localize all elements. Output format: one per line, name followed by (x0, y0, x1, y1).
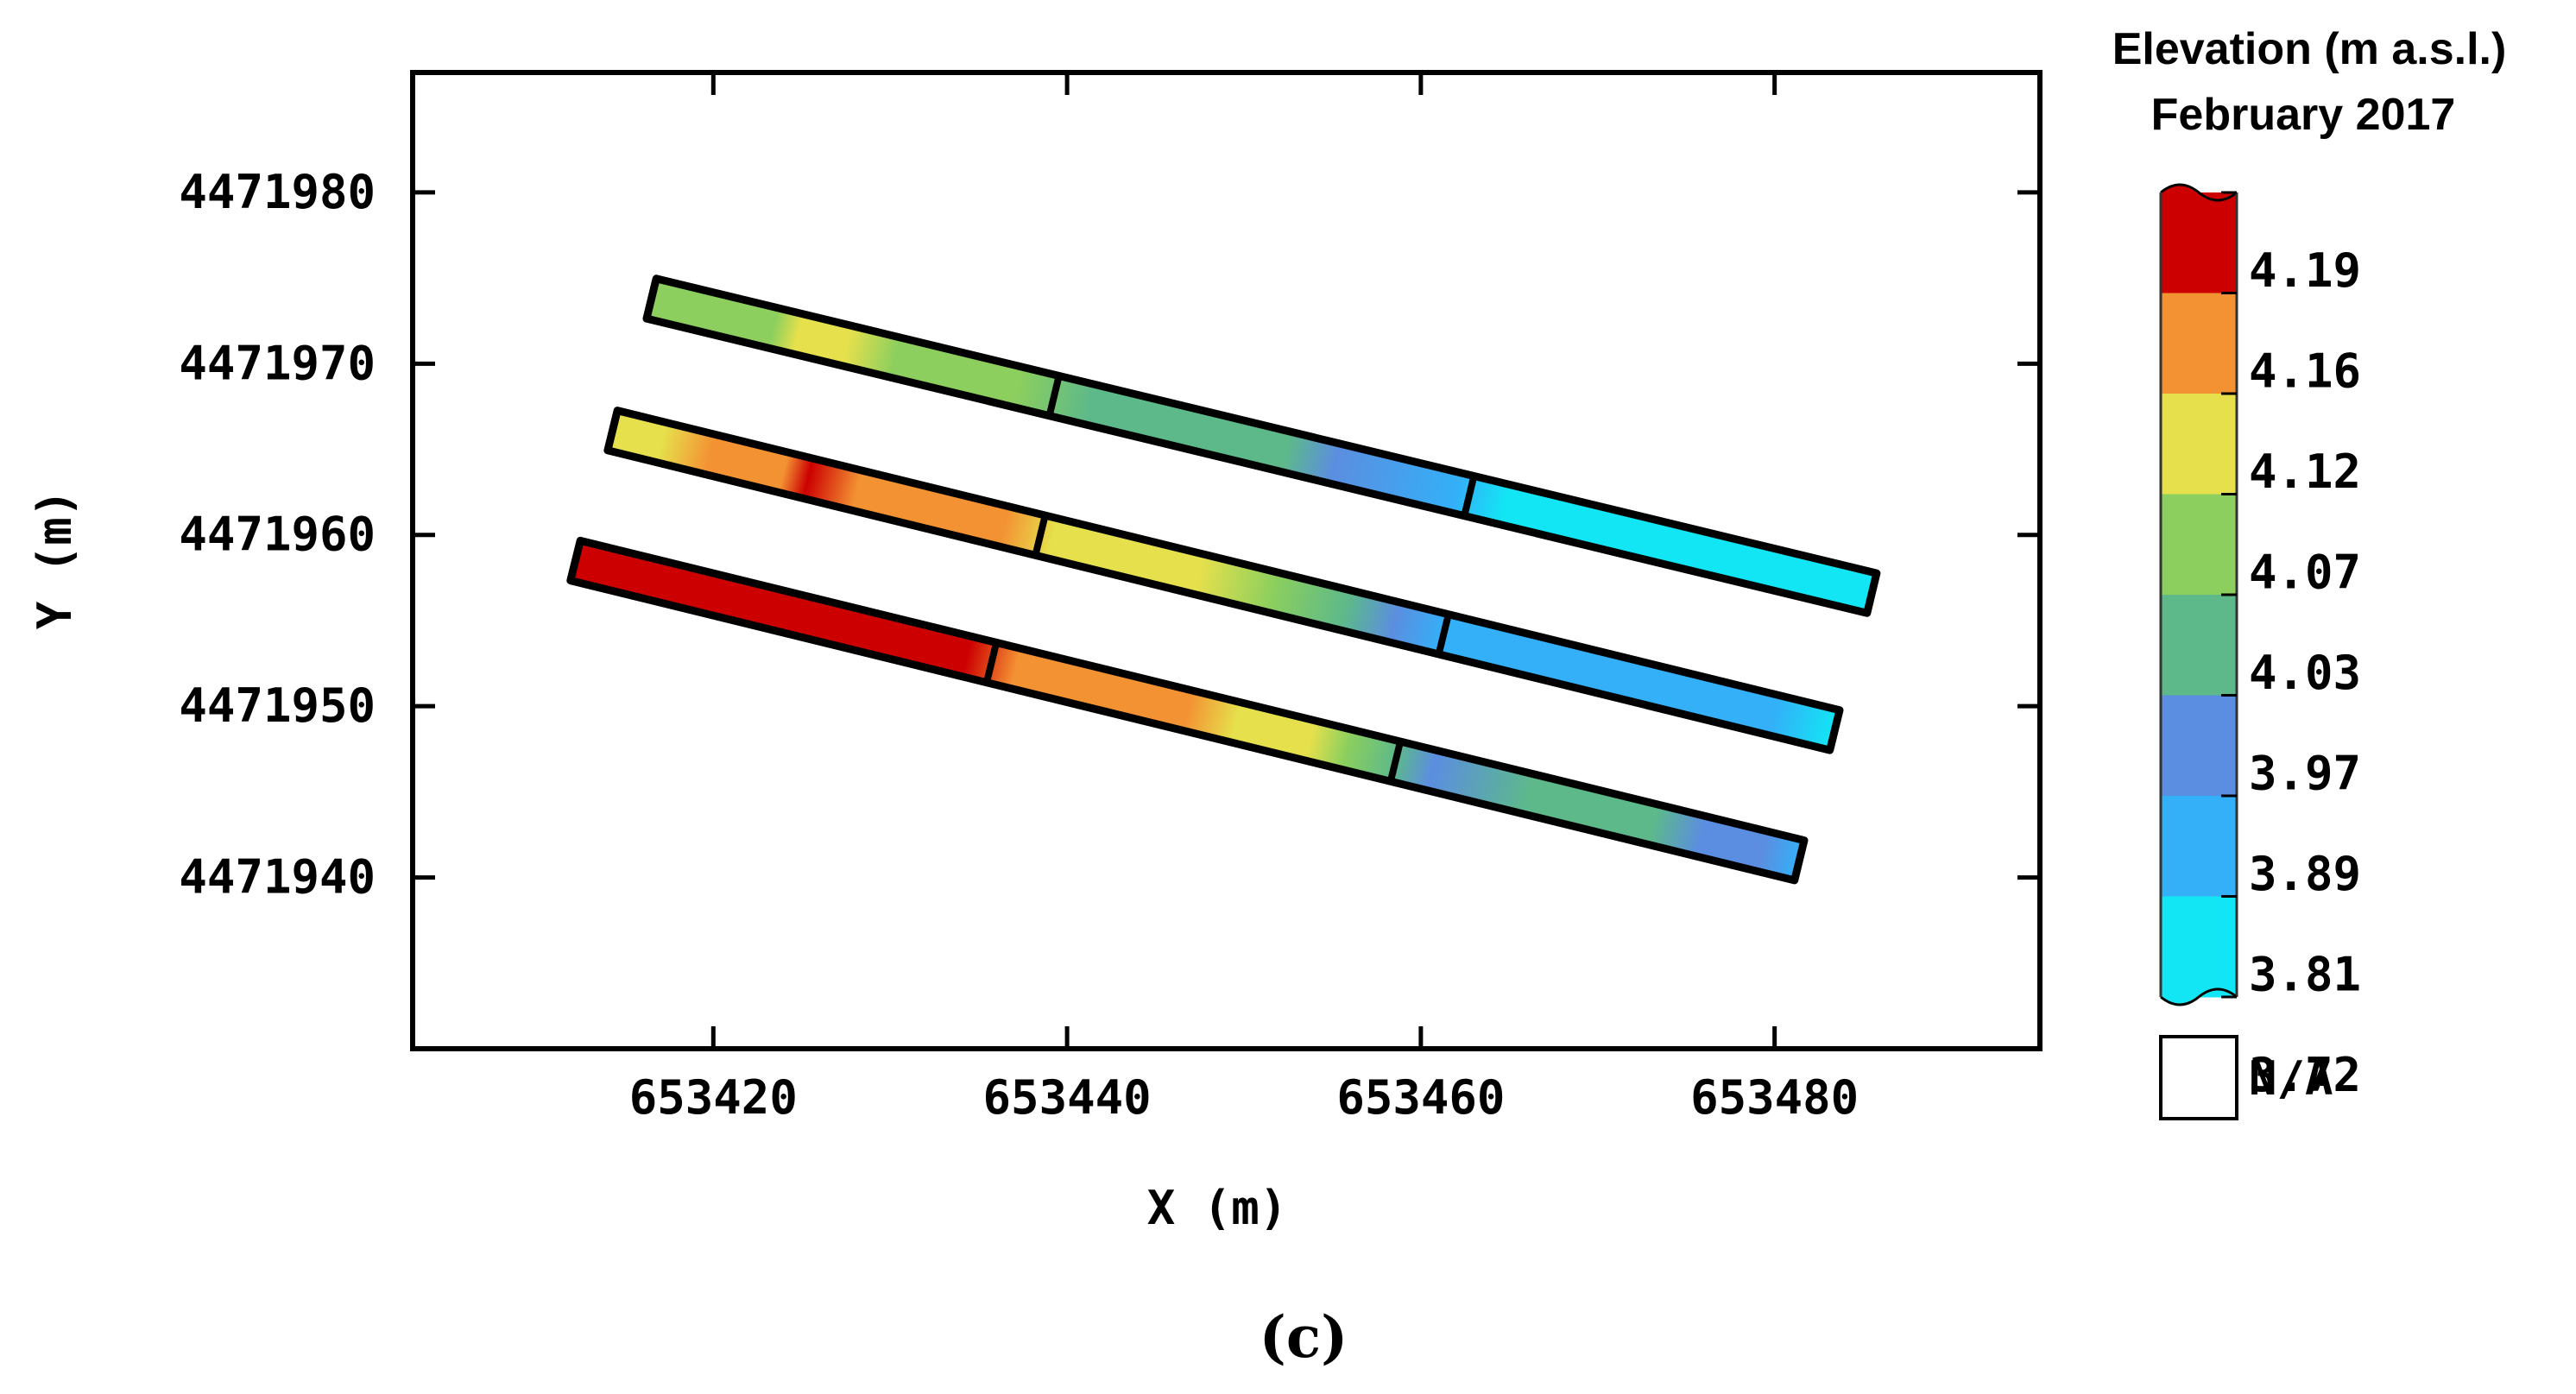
strip-divider (1032, 514, 1049, 557)
colorbar-label: 3.89 (2249, 847, 2361, 901)
colorbar-segment (2161, 796, 2237, 897)
colorbar-title-line2: February 2017 (2151, 90, 2456, 140)
colorbar-label: 4.12 (2249, 445, 2361, 499)
colorbar-segment (2161, 394, 2237, 495)
strip-divider (983, 641, 1001, 684)
y-tick-label: 4471980 (179, 165, 376, 219)
colorbar-segment (2161, 896, 2237, 998)
colorbar-segment (2161, 192, 2237, 293)
strip-divider (1045, 375, 1063, 417)
colorbar-top-cap (2160, 183, 2238, 202)
na-label: N/A (2249, 1051, 2333, 1106)
y-axis-ticks: 4471940 4471950 4471960 4471970 4471980 (179, 165, 2040, 905)
strips-layer (566, 274, 1881, 885)
colorbar-bottom-cap (2160, 987, 2238, 1006)
x-tick-label: 653480 (1690, 1070, 1859, 1125)
na-swatch (2159, 1035, 2238, 1120)
colorbar-label: 3.97 (2249, 747, 2361, 801)
colorbar-segment (2161, 494, 2237, 596)
strip-divider (1461, 475, 1478, 517)
y-tick-label: 4471950 (179, 678, 376, 733)
x-tick-label: 653420 (629, 1070, 798, 1125)
strip-south (566, 536, 1809, 885)
colorbar-label: 4.03 (2249, 646, 2361, 700)
strip-divider (1435, 613, 1452, 655)
colorbar-segment (2161, 695, 2237, 797)
strip-divider (1386, 741, 1405, 783)
colorbar-segment (2161, 595, 2237, 696)
colorbar-title-line1: Elevation (m a.s.l.) (2112, 24, 2507, 74)
x-axis-ticks: 653420 653440 653460 653480 (629, 73, 1859, 1125)
colorbar-label: 4.07 (2249, 546, 2361, 600)
colorbar: 4.19 4.16 4.12 4.07 4.03 3.97 3.89 3.81 3.72 (2159, 183, 2361, 1102)
x-tick-label: 653460 (1336, 1070, 1505, 1125)
colorbar-label: 4.19 (2249, 243, 2361, 298)
strip-middle (603, 407, 1844, 754)
x-axis-label: X (m) (1147, 1181, 1288, 1235)
panel-label: (c) (1260, 1303, 1348, 1371)
strip-north (642, 274, 1881, 617)
y-axis-label: Y (m) (28, 489, 82, 630)
x-tick-label: 653440 (983, 1070, 1152, 1125)
y-tick-label: 4471960 (179, 508, 376, 562)
y-tick-label: 4471970 (179, 336, 376, 390)
colorbar-label: 4.16 (2249, 344, 2361, 399)
colorbar-label: 3.72 (2249, 1048, 2361, 1102)
colorbar-segment (2161, 293, 2237, 394)
colorbar-label: 3.81 (2249, 948, 2361, 1002)
y-tick-label: 4471940 (179, 850, 376, 905)
